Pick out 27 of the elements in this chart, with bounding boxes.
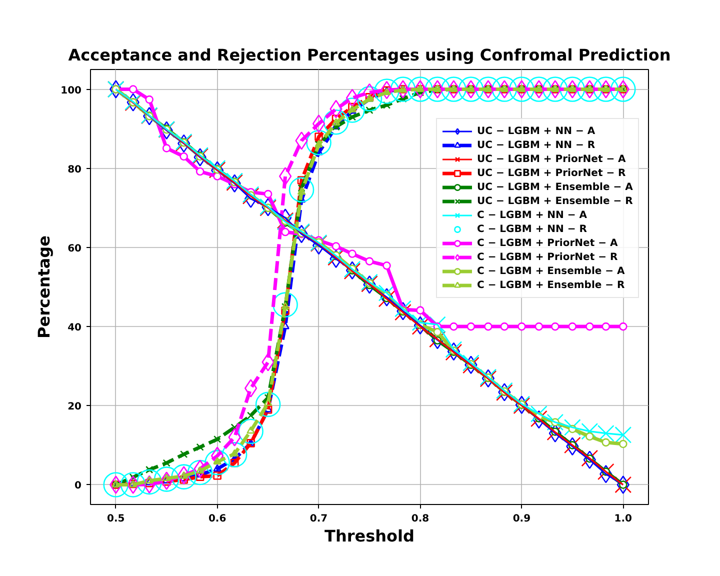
legend-label: UC − LGBM + PriorNet − A bbox=[477, 152, 626, 166]
chart-title: Acceptance and Rejection Percentages using Confromal Prediction bbox=[68, 46, 671, 64]
legend-label: UC − LGBM + PriorNet − R bbox=[477, 166, 626, 180]
x-tick-label: 0.9 bbox=[512, 514, 531, 524]
legend-label: C − LGBM + NN − A bbox=[477, 208, 587, 222]
x-axis-title: Threshold bbox=[324, 526, 414, 546]
legend-label: UC − LGBM + NN − A bbox=[477, 124, 596, 138]
x-tick-label: 0.5 bbox=[107, 514, 125, 524]
legend-label: C − LGBM + PriorNet − A bbox=[477, 236, 618, 250]
legend-label: C − LGBM + Ensemble − A bbox=[477, 264, 625, 278]
legend-label: C − LGBM + NN − R bbox=[477, 222, 587, 236]
legend-label: UC − LGBM + Ensemble − R bbox=[477, 194, 633, 208]
y-axis-title: Percentage bbox=[34, 235, 54, 338]
legend-label: UC − LGBM + Ensemble − A bbox=[477, 180, 633, 194]
x-tick-label: 0.6 bbox=[208, 514, 226, 524]
y-tick-label: 20 bbox=[68, 402, 82, 413]
x-tick-label: 0.8 bbox=[411, 514, 430, 524]
y-tick-label: 80 bbox=[68, 164, 82, 176]
legend-label: C − LGBM + PriorNet − R bbox=[477, 250, 618, 264]
y-tick-label: 60 bbox=[68, 243, 82, 254]
y-tick-label: 100 bbox=[60, 85, 82, 96]
x-tick-label: 0.7 bbox=[310, 514, 328, 524]
legend-label: C − LGBM + Ensemble − R bbox=[477, 278, 625, 292]
x-tick-label: 1.0 bbox=[614, 514, 632, 524]
y-tick-label: 0 bbox=[74, 480, 82, 492]
y-tick-label: 40 bbox=[68, 322, 82, 334]
legend-label: UC − LGBM + NN − R bbox=[477, 138, 596, 152]
